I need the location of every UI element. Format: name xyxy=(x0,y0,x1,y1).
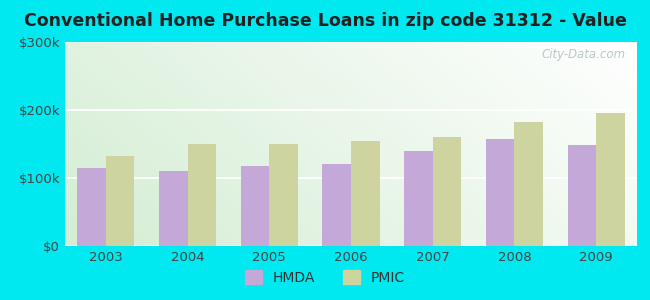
Bar xyxy=(77,168,106,246)
Text: City-Data.com: City-Data.com xyxy=(541,48,625,61)
Bar xyxy=(159,171,188,246)
Bar xyxy=(404,151,433,246)
Bar xyxy=(106,156,135,246)
Legend: HMDA, PMIC: HMDA, PMIC xyxy=(240,264,410,290)
Bar xyxy=(567,146,596,246)
Bar xyxy=(486,139,514,246)
Bar xyxy=(351,141,380,246)
Bar xyxy=(433,137,462,246)
Bar xyxy=(188,144,216,246)
Text: Conventional Home Purchase Loans in zip code 31312 - Value: Conventional Home Purchase Loans in zip … xyxy=(23,12,627,30)
Bar xyxy=(269,144,298,246)
Bar xyxy=(596,113,625,246)
Bar xyxy=(514,122,543,246)
Bar xyxy=(240,166,269,246)
Bar xyxy=(322,164,351,246)
